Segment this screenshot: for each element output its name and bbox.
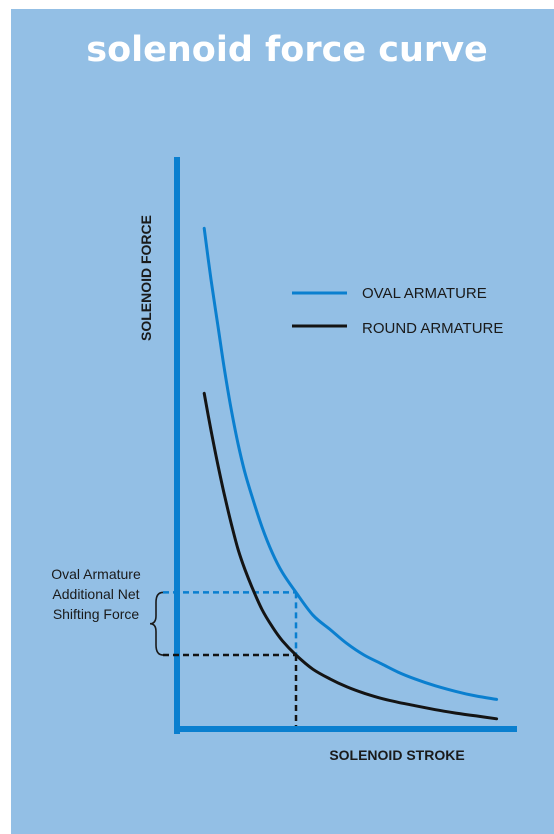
chart-title: solenoid force curve [86,30,488,70]
x-axis-label: SOLENOID STROKE [329,747,464,763]
annotation-line-1: Oval Armature [51,566,141,582]
annotation-line-2: Additional Net [52,586,139,602]
legend-label-oval-armature: OVAL ARMATURE [362,285,487,302]
legend-label-round-armature: ROUND ARMATURE [362,320,503,337]
annotation-line-3: Shifting Force [53,606,140,622]
legend: OVAL ARMATURE ROUND ARMATURE [292,285,503,337]
series-line-oval-armature [202,226,499,701]
force-difference-annotation: Oval Armature Additional Net Shifting Fo… [51,566,164,656]
series-line-round-armature [202,391,499,721]
reference-lines [163,591,298,726]
chart-panel [11,9,554,834]
curly-brace [149,591,164,656]
series-layer [202,226,499,721]
y-axis-label: SOLENOID FORCE [138,215,154,341]
